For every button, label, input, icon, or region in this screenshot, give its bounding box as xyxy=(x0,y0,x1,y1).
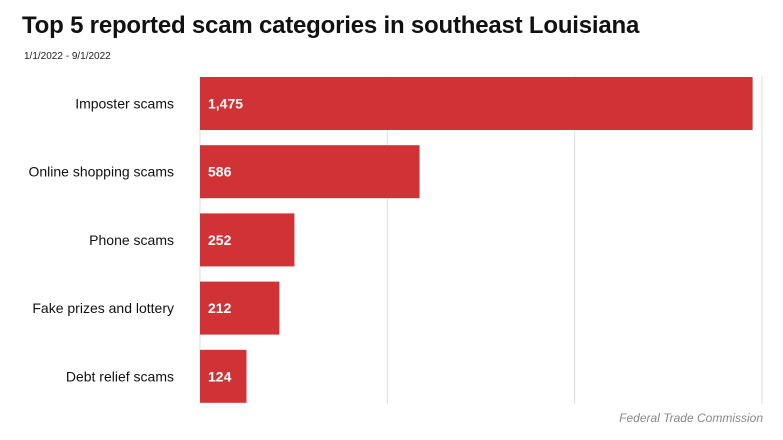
chart-subtitle: 1/1/2022 - 9/1/2022 xyxy=(24,51,111,62)
category-label-3: Fake prizes and lottery xyxy=(32,300,174,316)
bars: 1,475 586 252 212 124 xyxy=(200,77,753,403)
source-note: Federal Trade Commission xyxy=(619,411,763,425)
category-label-0: Imposter scams xyxy=(75,96,174,112)
chart-title: Top 5 reported scam categories in southe… xyxy=(22,12,640,39)
bar-2 xyxy=(200,213,295,267)
category-label-4: Debt relief scams xyxy=(66,368,174,384)
category-label-1: Online shopping scams xyxy=(28,164,174,180)
bar-value-label-1: 586 xyxy=(208,164,232,180)
bar-value-label-3: 212 xyxy=(208,300,232,316)
bar-value-label-0: 1,475 xyxy=(208,96,243,112)
bar-3 xyxy=(200,281,280,335)
bar-value-label-2: 252 xyxy=(208,232,232,248)
bar-4 xyxy=(200,349,247,403)
category-labels: Imposter scams Online shopping scams Phone… xyxy=(28,96,174,385)
bar-0 xyxy=(200,77,753,130)
bar-1 xyxy=(200,145,420,199)
bar-value-label-4: 124 xyxy=(208,368,232,384)
category-label-2: Phone scams xyxy=(89,232,174,248)
